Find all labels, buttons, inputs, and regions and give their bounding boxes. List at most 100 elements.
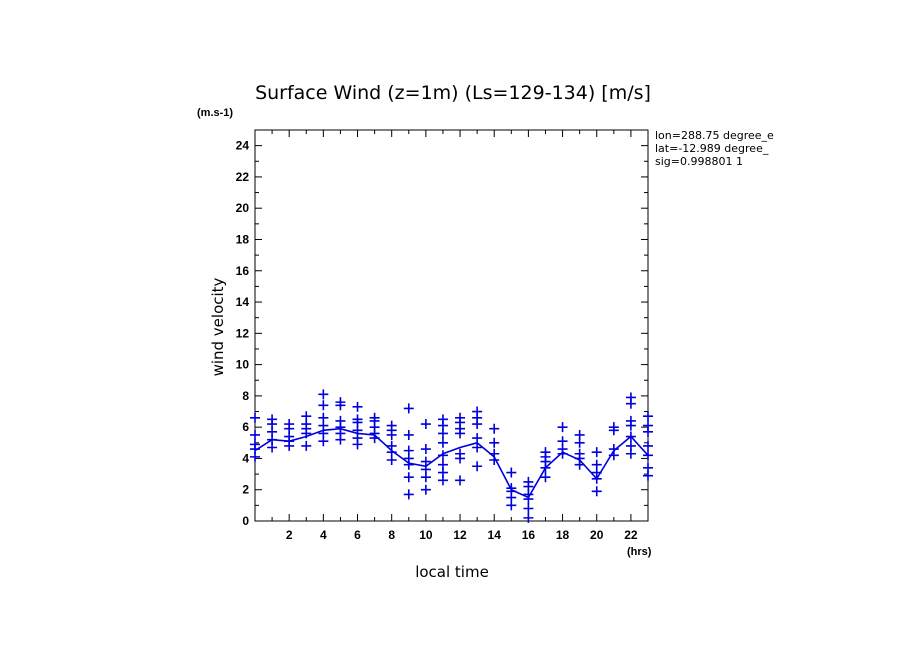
y-tick-label: 14 <box>236 295 250 309</box>
scatter-point <box>318 412 329 423</box>
x-tick-label: 14 <box>488 528 502 542</box>
info-line-lon: lon=288.75 degree_e <box>655 129 774 142</box>
y-tick-label: 12 <box>236 326 250 340</box>
scatter-point <box>318 400 329 411</box>
scatter-point <box>643 411 653 422</box>
scatter-point <box>250 429 260 440</box>
scatter-point <box>489 437 500 448</box>
x-tick-label: 16 <box>522 528 536 542</box>
scatter-point <box>250 439 260 450</box>
scatter-point <box>540 472 551 483</box>
y-tick-label: 20 <box>236 201 250 215</box>
scatter-point <box>403 429 414 440</box>
scatter-point <box>506 467 517 478</box>
scatter-point <box>437 414 448 425</box>
x-unit-label: (hrs) <box>627 546 652 558</box>
y-tick-label: 8 <box>242 389 249 403</box>
scatter-point <box>403 445 414 456</box>
scatter-point <box>250 412 260 423</box>
y-tick-label: 2 <box>242 483 249 497</box>
x-axis-label: local time <box>415 563 489 581</box>
scatter-point <box>420 484 431 495</box>
scatter-point <box>267 414 278 425</box>
scatter-point <box>625 415 636 426</box>
scatter-point <box>420 419 431 430</box>
scatter-point <box>403 472 414 483</box>
scatter-point <box>301 440 312 451</box>
scatter-point <box>352 414 363 425</box>
scatter-point <box>643 420 653 431</box>
x-tick-label: 2 <box>286 528 293 542</box>
scatter-point <box>455 412 466 423</box>
scatter-point <box>472 461 483 472</box>
scatter-point <box>455 475 466 486</box>
scatter-point <box>643 450 653 461</box>
scatter-point <box>352 401 363 412</box>
scatter-point <box>574 448 585 459</box>
y-tick-label: 16 <box>236 264 250 278</box>
x-tick-label: 8 <box>388 528 395 542</box>
scatter-point <box>625 392 636 403</box>
scatter-point <box>437 437 448 448</box>
info-line-sig: sig=0.998801 1 <box>655 155 743 168</box>
scatter-point <box>403 489 414 500</box>
scatter-point <box>643 440 653 451</box>
y-tick-label: 18 <box>236 232 250 246</box>
x-tick-label: 20 <box>590 528 604 542</box>
x-tick-label: 22 <box>624 528 638 542</box>
scatter-point <box>608 444 619 455</box>
scatter-point <box>523 476 534 487</box>
scatter-point <box>506 483 517 494</box>
scatter-point <box>591 447 602 458</box>
scatter-point <box>420 456 431 467</box>
scatter-point <box>420 444 431 455</box>
y-tick-label: 22 <box>236 170 250 184</box>
scatter-point <box>523 512 534 523</box>
scatter-point <box>557 436 568 447</box>
scatter-point <box>625 431 636 442</box>
scatter-point <box>403 403 414 414</box>
info-clip-mask <box>779 128 819 170</box>
scatter-point <box>386 420 397 431</box>
scatter-point <box>369 412 380 423</box>
scatter-point <box>591 486 602 497</box>
scatter-point <box>608 422 619 433</box>
scatter-point <box>489 423 500 434</box>
scatter-point <box>472 442 483 453</box>
mean-line <box>254 427 649 499</box>
x-tick-label: 12 <box>453 528 467 542</box>
scatter-point <box>318 389 329 400</box>
scatter-point <box>472 406 483 417</box>
scatter-point <box>301 411 312 422</box>
y-tick-label: 10 <box>236 358 250 372</box>
scatter-point <box>523 503 534 514</box>
x-tick-label: 18 <box>556 528 570 542</box>
y-tick-label: 6 <box>242 420 249 434</box>
scatter-point <box>335 397 346 408</box>
scatter-point <box>625 440 636 451</box>
scatter-point <box>591 459 602 470</box>
plot-frame <box>254 129 649 522</box>
y-unit-label: (m.s-1) <box>197 107 233 119</box>
scatter-point <box>643 462 653 473</box>
scatter-point <box>574 429 585 440</box>
y-tick-label: 24 <box>236 139 250 153</box>
x-tick-label: 6 <box>354 528 361 542</box>
y-tick-label: 0 <box>242 514 249 528</box>
x-tick-label: 10 <box>419 528 433 542</box>
scatter-point <box>437 459 448 470</box>
scatter-point <box>437 450 448 461</box>
scatter-point <box>540 447 551 458</box>
scatter-point <box>284 419 295 430</box>
info-line-lat: lat=-12.989 degree_ <box>655 142 769 155</box>
chart-title: Surface Wind (z=1m) (Ls=129-134) [m/s] <box>255 82 651 104</box>
scatter-point <box>386 440 397 451</box>
scatter-point <box>557 422 568 433</box>
scatter-point <box>455 448 466 459</box>
y-tick-label: 4 <box>242 451 249 465</box>
scatter-point <box>472 433 483 444</box>
y-axis-label: wind velocity <box>209 277 227 376</box>
scatter-point <box>335 415 346 426</box>
